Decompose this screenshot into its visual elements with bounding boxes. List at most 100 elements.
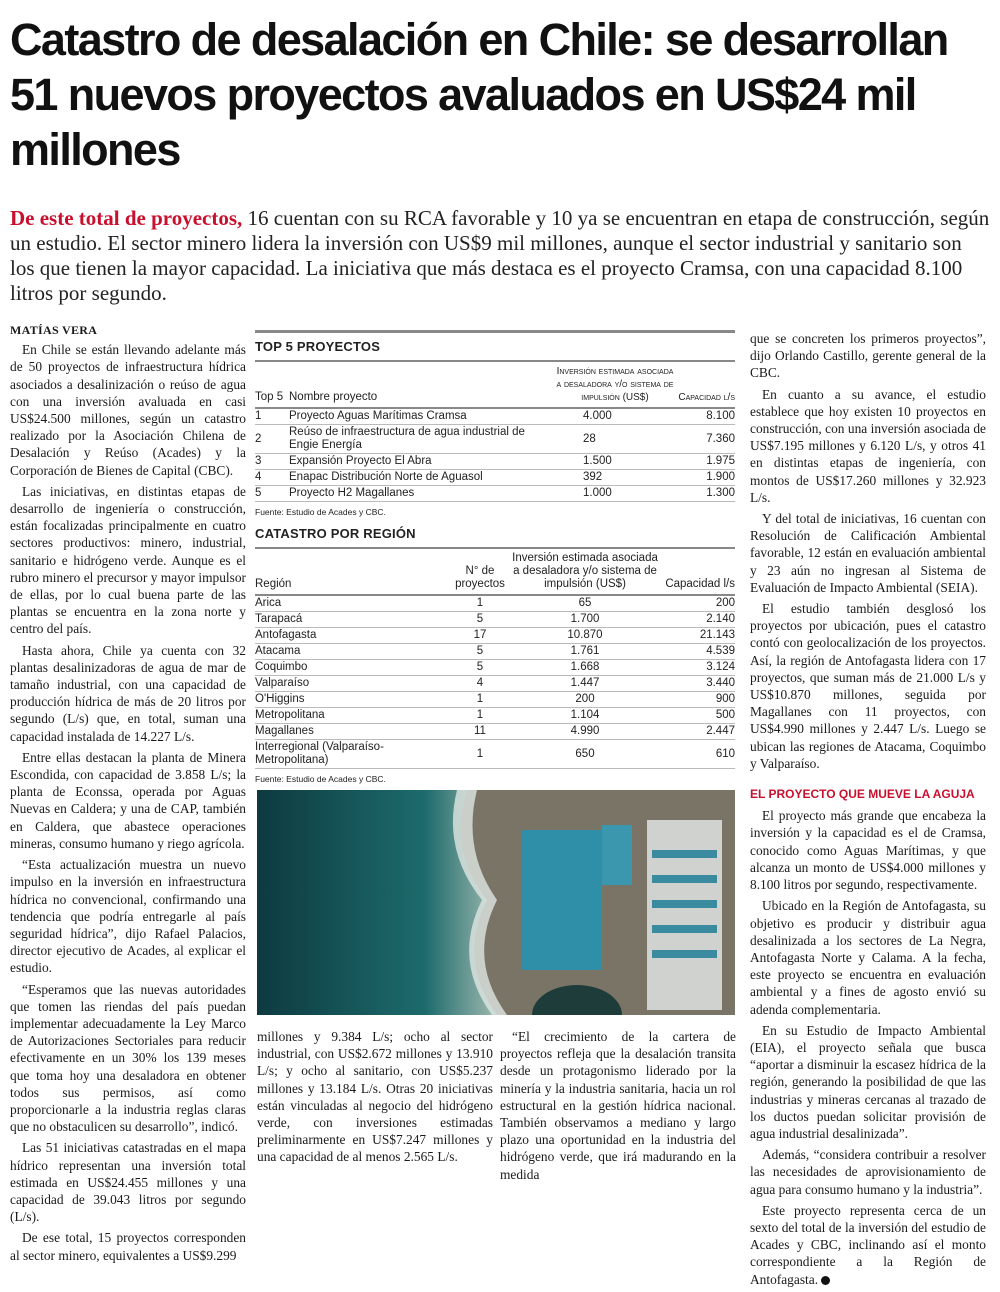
paragraph: Y del total de iniciativas, 16 cuentan c… (750, 511, 986, 595)
table-cell: 4.539 (660, 643, 735, 660)
paragraph: Entre ellas destacan la planta de Minera… (10, 749, 246, 851)
paragraph: De ese total, 15 proyectos corresponden … (10, 1230, 246, 1263)
table-cell: Valparaíso (255, 675, 450, 692)
table-cell: 7.360 (675, 424, 735, 454)
paragraph: En su Estudio de Impacto Ambiental (EIA)… (750, 1022, 986, 1141)
table-cell: 1.900 (675, 469, 735, 486)
table-cell: 1.447 (510, 675, 660, 692)
paragraph: que se concreten los primeros proyectos”… (750, 331, 986, 381)
table-cell: 65 (510, 595, 660, 612)
table-cell: Tarapacá (255, 611, 450, 628)
table-cell: Enapac Distribución Norte de Aguasol (289, 469, 555, 486)
paragraph: En cuanto a su avance, el estudio establ… (750, 386, 986, 505)
table-cell: 5 (255, 485, 289, 502)
table-row: 5 Proyecto H2 Magallanes 1.000 1.300 (255, 485, 735, 502)
lead-highlight: De este total de proyectos, (10, 206, 243, 230)
header-cell: Capacidad l/s (675, 362, 735, 409)
table-row: Magallanes 11 4.990 2.447 (255, 723, 735, 740)
table-cell: 1.300 (675, 485, 735, 502)
table-cell: Arica (255, 595, 450, 612)
paragraph: “Esperamos que las nuevas autoridades qu… (10, 981, 246, 1135)
table-cell: 610 (660, 739, 735, 769)
table-cell: 392 (555, 469, 675, 486)
paragraph: Las iniciativas, en distintas etapas de … (10, 483, 246, 637)
table-row: 3 Expansión Proyecto El Abra 1.500 1.975 (255, 453, 735, 470)
table-cell: 1.761 (510, 643, 660, 660)
table-row: Tarapacá 5 1.700 2.140 (255, 611, 735, 628)
paragraph: El estudio también desglosó los proyecto… (750, 601, 986, 771)
table-cell: 1 (450, 595, 510, 612)
table-cell: 17 (450, 627, 510, 644)
table-cell: 1.668 (510, 659, 660, 676)
table-cell: Antofagasta (255, 627, 450, 644)
subheading: EL PROYECTO QUE MUEVE LA AGUJA (750, 787, 975, 802)
top5-table-block: TOP 5 PROYECTOS Top 5 Nombre proyecto In… (255, 330, 735, 517)
table-row: Atacama 5 1.761 4.539 (255, 643, 735, 660)
header-cell: Top 5 (255, 362, 289, 409)
header-cell: N° de proyectos (450, 549, 510, 596)
table-cell: 2.140 (660, 611, 735, 628)
header-cell: Inversión estimada asociada a desaladora… (510, 549, 660, 596)
lead-paragraph: De este total de proyectos, 16 cuentan c… (10, 206, 990, 306)
table-row: Valparaíso 4 1.447 3.440 (255, 675, 735, 692)
table-cell: 1 (450, 691, 510, 708)
paragraph: Hasta ahora, Chile ya cuenta con 32 plan… (10, 642, 246, 744)
table-cell: 200 (660, 595, 735, 612)
photo-illustration (257, 790, 735, 1015)
top5-table: Top 5 Nombre proyecto Inversión estimada… (255, 362, 735, 502)
table-cell: 5 (450, 611, 510, 628)
region-table-block: CATASTRO POR REGIÓN Región N° de proyect… (255, 520, 735, 784)
byline: MATÍAS VERA (10, 323, 98, 337)
table-cell: Proyecto Aguas Marítimas Cramsa (289, 408, 555, 425)
table-cell: Interregional (Valparaíso- Metropolitana… (255, 739, 450, 769)
table-cell: 4.990 (510, 723, 660, 740)
lead-text: 16 cuentan con su RCA favorable y 10 ya … (10, 206, 990, 305)
table-cell: 5 (450, 643, 510, 660)
source-note: Fuente: Estudio de Acades y CBC. (255, 774, 386, 784)
table-cell: 5 (450, 659, 510, 676)
table-cell: 2 (255, 424, 289, 454)
table-cell: 1 (450, 739, 510, 769)
paragraph: El proyecto más grande que encabeza la i… (750, 808, 986, 893)
table-cell: Proyecto H2 Magallanes (289, 485, 555, 502)
table-cell: 650 (510, 739, 660, 769)
table-cell: Reúso de infraestructura de agua industr… (289, 424, 555, 454)
header-cell: Inversión estimada asociada a desaladora… (555, 362, 675, 409)
paragraph: En Chile se están llevando adelante más … (10, 342, 246, 478)
source-note: Fuente: Estudio de Acades y CBC. (255, 507, 386, 517)
table-cell: 3 (255, 453, 289, 470)
header-cell: Capacidad l/s (660, 549, 735, 596)
paragraph: millones y 9.384 L/s; ocho al sector ind… (257, 1029, 493, 1165)
header-cell: Nombre proyecto (289, 362, 555, 409)
table-row: 4 Enapac Distribución Norte de Aguasol 392… (255, 469, 735, 486)
table-row: 1 Proyecto Aguas Marítimas Cramsa 4.000 8.1… (255, 408, 735, 425)
top5-title: TOP 5 PROYECTOS (255, 330, 735, 362)
table-cell: 1.000 (555, 485, 675, 502)
table-cell: Coquimbo (255, 659, 450, 676)
table-row: Antofagasta 17 10.870 21.143 (255, 627, 735, 644)
table-cell: 500 (660, 707, 735, 724)
table-row: Arica 1 65 200 (255, 595, 735, 612)
table-cell: Expansión Proyecto El Abra (289, 453, 555, 470)
table-row: Coquimbo 5 1.668 3.124 (255, 659, 735, 676)
column-mid-1: millones y 9.384 L/s; ocho al sector ind… (257, 1028, 493, 1170)
table-cell: Metropolitana (255, 707, 450, 724)
table-cell: 28 (555, 424, 675, 454)
column-mid-2: “El crecimiento de la cartera de proyect… (500, 1028, 736, 1187)
desalination-plant-aerial-photo (257, 790, 735, 1015)
table-cell: 2.447 (660, 723, 735, 740)
headline: Catastro de desalación en Chile: se desa… (10, 14, 949, 175)
table-cell: 900 (660, 691, 735, 708)
table-cell: 1 (450, 707, 510, 724)
paragraph: “El crecimiento de la cartera de proyect… (500, 1029, 736, 1182)
table-row: Interregional (Valparaíso- Metropolitana… (255, 739, 735, 769)
table-cell: 4 (450, 675, 510, 692)
table-row: O'Higgins 1 200 900 (255, 691, 735, 708)
column-left: MATÍAS VERA En Chile se están llevando a… (10, 322, 246, 1268)
table-cell: O'Higgins (255, 691, 450, 708)
region-title: CATASTRO POR REGIÓN (255, 520, 735, 549)
paragraph: Este proyecto representa cerca de un sex… (750, 1202, 986, 1287)
table-cell: 10.870 (510, 627, 660, 644)
table-cell: 4.000 (555, 408, 675, 425)
table-cell: 1 (255, 408, 289, 425)
